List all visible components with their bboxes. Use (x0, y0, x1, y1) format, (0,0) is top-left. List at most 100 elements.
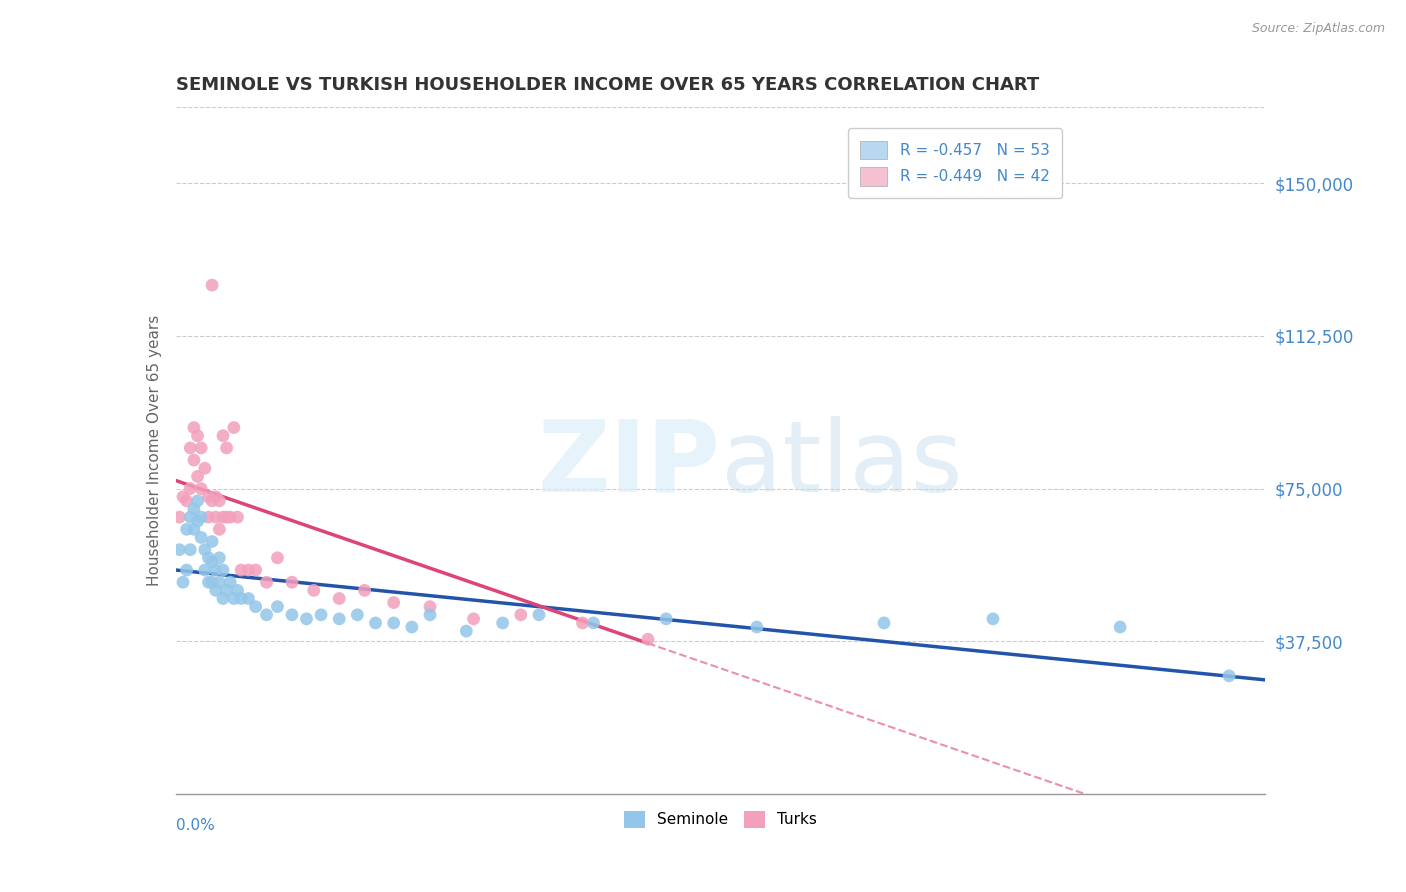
Point (231, 563, 253, 577)
Point (179, 510, 201, 524)
Point (353, 583, 375, 598)
Point (197, 550, 219, 565)
Point (231, 591, 253, 606)
Point (197, 510, 219, 524)
Point (328, 612, 350, 626)
Point (295, 612, 318, 626)
Point (346, 607, 368, 622)
Point (201, 493, 224, 508)
Point (219, 575, 242, 590)
Point (222, 591, 245, 606)
Point (509, 607, 531, 622)
Text: 0.0%: 0.0% (176, 818, 215, 833)
Point (215, 441, 238, 455)
Point (582, 615, 605, 630)
Point (190, 441, 212, 455)
Point (226, 583, 249, 598)
Point (169, 510, 191, 524)
Point (212, 563, 235, 577)
Point (190, 531, 212, 545)
Point (256, 575, 278, 590)
Point (183, 420, 205, 434)
Point (186, 428, 209, 442)
Point (212, 428, 235, 442)
Point (1218, 669, 1240, 683)
Point (201, 555, 224, 569)
Point (419, 599, 441, 614)
Point (281, 575, 304, 590)
Point (492, 615, 515, 630)
Point (204, 583, 226, 598)
Point (382, 596, 405, 610)
Point (245, 563, 267, 577)
Point (401, 620, 423, 634)
Point (172, 490, 194, 504)
Point (204, 490, 226, 504)
Point (328, 591, 350, 606)
Point (186, 493, 209, 508)
Point (201, 575, 224, 590)
Point (1109, 620, 1132, 634)
Point (194, 461, 217, 475)
Text: Source: ZipAtlas.com: Source: ZipAtlas.com (1251, 22, 1385, 36)
Point (238, 563, 260, 577)
Point (179, 482, 201, 496)
Point (204, 510, 226, 524)
Point (194, 563, 217, 577)
Point (201, 278, 224, 293)
Point (186, 514, 209, 528)
Point (190, 510, 212, 524)
Point (176, 522, 198, 536)
Point (309, 607, 332, 622)
Point (456, 624, 478, 638)
Point (208, 522, 231, 536)
Point (190, 482, 212, 496)
Point (172, 575, 194, 590)
Point (226, 510, 249, 524)
Text: ZIP: ZIP (537, 416, 721, 513)
Point (179, 441, 201, 455)
Point (364, 615, 387, 630)
Point (873, 615, 896, 630)
Point (637, 632, 659, 647)
Point (463, 612, 485, 626)
Legend: Seminole, Turks: Seminole, Turks (617, 805, 824, 834)
Point (169, 542, 191, 557)
Point (212, 591, 235, 606)
Point (527, 607, 550, 622)
Point (419, 607, 441, 622)
Point (194, 542, 217, 557)
Point (212, 510, 235, 524)
Point (176, 563, 198, 577)
Point (201, 534, 224, 549)
Point (208, 550, 231, 565)
Y-axis label: Householder Income Over 65 years: Householder Income Over 65 years (146, 315, 162, 586)
Point (179, 542, 201, 557)
Text: atlas: atlas (721, 416, 962, 513)
Point (208, 575, 231, 590)
Point (183, 453, 205, 467)
Point (197, 575, 219, 590)
Point (571, 615, 593, 630)
Point (208, 493, 231, 508)
Point (215, 583, 238, 598)
Point (302, 583, 325, 598)
Point (186, 469, 209, 483)
Point (382, 615, 405, 630)
Point (197, 490, 219, 504)
Point (204, 563, 226, 577)
Text: SEMINOLE VS TURKISH HOUSEHOLDER INCOME OVER 65 YEARS CORRELATION CHART: SEMINOLE VS TURKISH HOUSEHOLDER INCOME O… (176, 77, 1039, 95)
Point (183, 502, 205, 516)
Point (176, 493, 198, 508)
Point (266, 550, 288, 565)
Point (281, 607, 304, 622)
Point (655, 612, 678, 626)
Point (222, 420, 245, 434)
Point (238, 591, 260, 606)
Point (745, 620, 768, 634)
Point (215, 510, 238, 524)
Point (256, 607, 278, 622)
Point (183, 522, 205, 536)
Point (245, 599, 267, 614)
Point (219, 510, 242, 524)
